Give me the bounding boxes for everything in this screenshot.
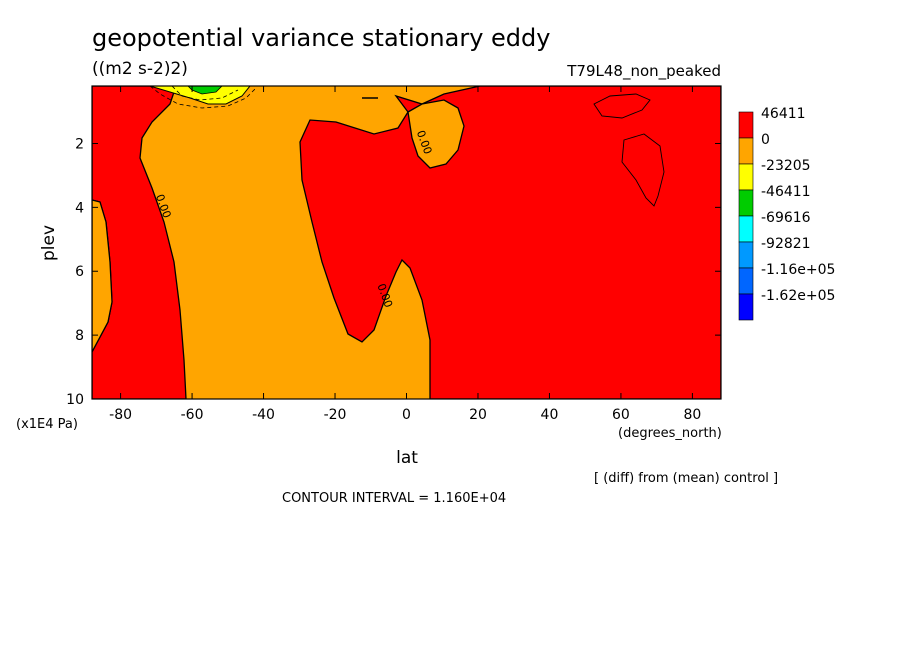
contour-interval: CONTOUR INTERVAL = 1.160E+04	[282, 491, 506, 506]
legend-swatch	[738, 189, 754, 217]
y-tick-label: 10	[66, 392, 84, 408]
positive-region-north	[299, 86, 721, 399]
y-axis: 2 4 6 8 10	[66, 136, 721, 408]
y-tick-label: 4	[75, 200, 84, 216]
x-axis: -80 -60 -40 -20 0 20 40 60 80	[109, 86, 701, 423]
legend-label: -46411	[761, 184, 811, 200]
legend-swatch	[738, 267, 754, 295]
legend-label: -1.16e+05	[761, 262, 835, 278]
legend-label: -69616	[761, 210, 811, 226]
legend-label: 46411	[761, 106, 806, 122]
legend-swatch	[738, 241, 754, 269]
x-tick-label: 80	[683, 407, 701, 423]
plot-area	[92, 86, 721, 399]
chart-title: geopotential variance stationary eddy	[92, 24, 550, 52]
dashed-contour-1	[149, 86, 257, 109]
legend-swatch	[738, 293, 754, 321]
legend-swatch	[738, 215, 754, 243]
y-tick-label: 6	[75, 264, 84, 280]
negative-core	[187, 86, 223, 95]
color-legend: 46411 0 -23205 -46411 -69616 -92821 -1.16e+05 -…	[738, 106, 835, 321]
zero-pocket	[407, 99, 465, 169]
x-axis-units: (degrees_north)	[618, 426, 722, 441]
x-tick-label: 20	[469, 407, 487, 423]
y-axis-units: (x1E4 Pa)	[16, 417, 78, 432]
x-tick-label: 0	[402, 407, 411, 423]
contour-ne-upper	[593, 93, 651, 119]
legend-label: 0	[761, 132, 770, 148]
y-tick-label: 8	[75, 328, 84, 344]
legend-swatch	[738, 111, 754, 139]
x-tick-label: 60	[612, 407, 630, 423]
chart-units: ((m2 s-2)2)	[92, 59, 188, 79]
x-tick-label: -20	[324, 407, 347, 423]
x-tick-label: 40	[541, 407, 559, 423]
y-axis-label: plev	[39, 225, 59, 261]
x-tick-label: -80	[109, 407, 132, 423]
legend-label: -23205	[761, 158, 811, 174]
legend-label: -1.62e+05	[761, 288, 835, 304]
x-tick-label: -40	[252, 407, 275, 423]
legend-swatch	[738, 137, 754, 165]
diff-note: [ (diff) from (mean) control ]	[594, 471, 778, 486]
legend-swatch	[738, 163, 754, 191]
run-label: T79L48_non_peaked	[566, 62, 721, 81]
inner-zero-band	[92, 199, 113, 353]
legend-label: -92821	[761, 236, 811, 252]
contour-ne-mid	[621, 133, 665, 207]
dashed-contour-2	[171, 86, 239, 101]
x-tick-label: -60	[181, 407, 204, 423]
y-tick-label: 2	[75, 136, 84, 152]
x-axis-label: lat	[396, 448, 418, 468]
negative-patch	[149, 86, 251, 105]
